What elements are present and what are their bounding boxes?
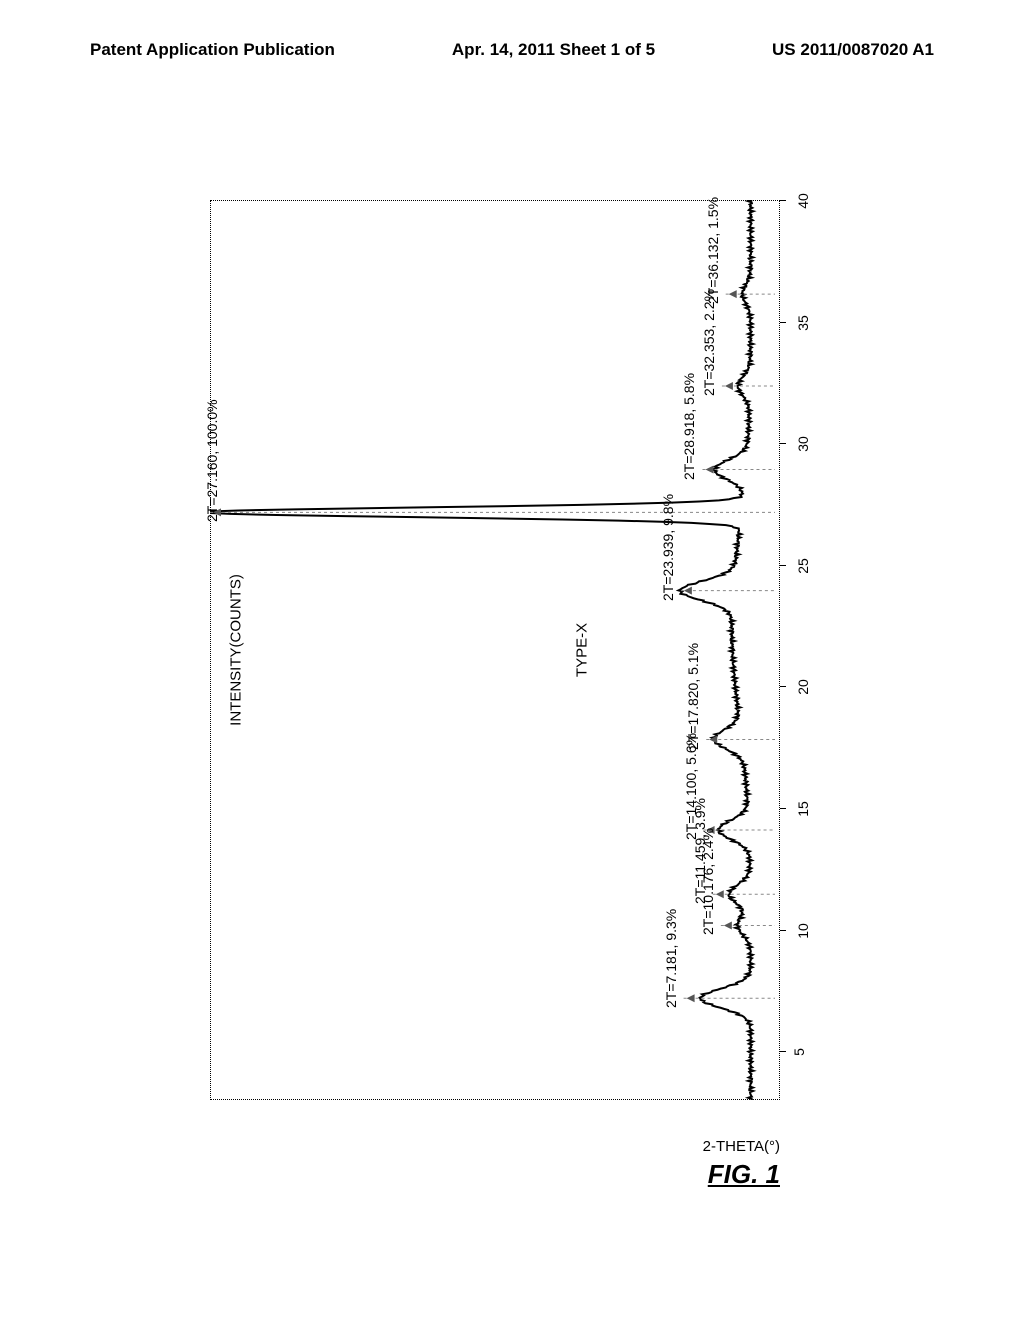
- peak-label: 2T=27.160, 100.0%: [204, 400, 220, 523]
- peak-arrow-icon: [687, 994, 695, 1002]
- x-tick: 15: [795, 801, 811, 817]
- peak-arrow-icon: [716, 890, 724, 898]
- peak-label: 2T=23.939, 9.8%: [660, 494, 676, 601]
- peak-label: 2T=7.181, 9.3%: [663, 909, 679, 1008]
- tick-mark: [780, 200, 786, 201]
- peak-arrow-icon: [724, 921, 732, 929]
- peak-label: 2T=17.820, 5.1%: [685, 642, 701, 749]
- xrd-chart: INTENSITY(COUNTS) 2-THETA(°) FIG. 1 TYPE…: [210, 200, 780, 1100]
- header-left: Patent Application Publication: [90, 40, 335, 60]
- y-axis-label: INTENSITY(COUNTS): [227, 574, 244, 726]
- peak-arrow-icon: [725, 382, 733, 390]
- header-right: US 2011/0087020 A1: [772, 40, 934, 60]
- x-tick: 35: [795, 315, 811, 331]
- peak-label: 2T=28.918, 5.8%: [681, 373, 697, 480]
- tick-mark: [780, 565, 786, 566]
- tick-mark: [780, 1051, 786, 1052]
- tick-mark: [780, 443, 786, 444]
- x-tick: 20: [795, 680, 811, 696]
- header-center: Apr. 14, 2011 Sheet 1 of 5: [452, 40, 655, 60]
- tick-mark: [780, 686, 786, 687]
- x-tick: 30: [795, 436, 811, 452]
- figure-label: FIG. 1: [708, 1159, 780, 1190]
- peak-arrow-icon: [729, 290, 737, 298]
- x-tick: 40: [795, 193, 811, 209]
- peak-arrow-icon: [705, 466, 713, 474]
- peak-label: 2T=32.353, 2.2%: [701, 289, 717, 396]
- tick-mark: [780, 322, 786, 323]
- peak-label: 2T=36.132, 1.5%: [705, 197, 721, 304]
- x-tick: 5: [791, 1048, 807, 1056]
- x-tick: 10: [795, 923, 811, 939]
- page-header: Patent Application Publication Apr. 14, …: [0, 40, 1024, 60]
- x-axis-label: 2-THETA(°): [703, 1138, 780, 1155]
- x-ticks: [210, 1100, 780, 1130]
- x-tick: 25: [795, 558, 811, 574]
- tick-mark: [780, 808, 786, 809]
- type-label: TYPE-X: [574, 623, 591, 677]
- tick-mark: [780, 930, 786, 931]
